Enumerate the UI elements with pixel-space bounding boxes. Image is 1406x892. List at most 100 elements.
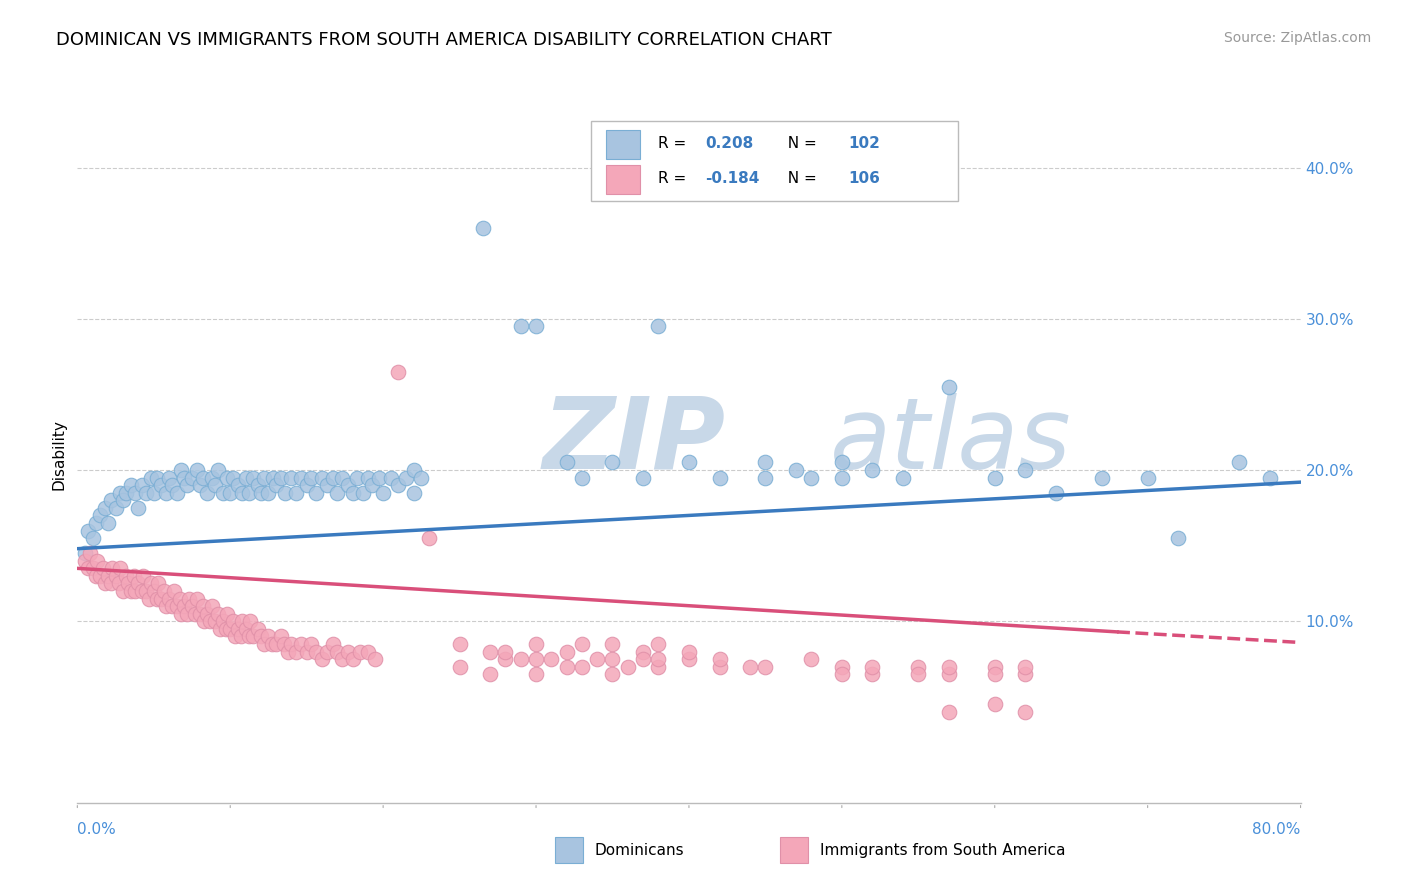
Point	[571, 659, 593, 673]
Point	[157, 591, 180, 606]
Text: 80.0%: 80.0%	[1253, 822, 1301, 838]
Point	[295, 644, 318, 658]
Point	[184, 607, 207, 621]
Point	[97, 516, 120, 530]
Point	[984, 667, 1007, 681]
Point	[104, 500, 127, 515]
Point	[479, 667, 502, 681]
Point	[1014, 659, 1036, 673]
Point	[586, 652, 609, 666]
Point	[222, 615, 245, 629]
Point	[238, 485, 260, 500]
Point	[104, 569, 127, 583]
Point	[84, 569, 107, 583]
Point	[97, 569, 120, 583]
Point	[224, 629, 246, 643]
Point	[449, 659, 471, 673]
Point	[186, 463, 208, 477]
Point	[82, 531, 104, 545]
Point	[631, 644, 654, 658]
Point	[800, 652, 823, 666]
Point	[150, 478, 173, 492]
Point	[127, 500, 149, 515]
Text: 0.208: 0.208	[704, 136, 754, 152]
Point	[270, 470, 292, 484]
Point	[112, 493, 135, 508]
Point	[524, 319, 547, 334]
Point	[231, 485, 253, 500]
Point	[170, 463, 193, 477]
Point	[555, 644, 578, 658]
Text: Immigrants from South America: Immigrants from South America	[820, 843, 1066, 857]
Point	[342, 485, 364, 500]
Bar	[555, 837, 583, 863]
Point	[253, 470, 276, 484]
Text: ZIP: ZIP	[543, 392, 725, 490]
Point	[100, 576, 122, 591]
Point	[89, 508, 111, 523]
Point	[984, 470, 1007, 484]
Point	[257, 629, 280, 643]
Point	[120, 478, 142, 492]
Point	[239, 615, 262, 629]
Point	[336, 478, 359, 492]
Text: N =: N =	[779, 171, 823, 186]
Point	[322, 470, 344, 484]
Point	[73, 554, 96, 568]
Point	[176, 607, 198, 621]
Point	[100, 493, 122, 508]
Point	[235, 470, 257, 484]
Point	[155, 485, 177, 500]
Point	[115, 569, 138, 583]
Point	[1091, 470, 1114, 484]
Point	[290, 470, 312, 484]
Point	[495, 652, 517, 666]
Point	[709, 659, 731, 673]
Point	[77, 561, 100, 575]
Point	[73, 546, 96, 560]
Point	[201, 470, 224, 484]
Point	[647, 659, 669, 673]
Point	[176, 478, 198, 492]
Point	[754, 455, 776, 469]
Point	[907, 659, 929, 673]
Text: R =: R =	[658, 171, 692, 186]
Point	[124, 584, 146, 599]
Text: N =: N =	[779, 136, 823, 152]
Text: Dominicans: Dominicans	[595, 843, 685, 857]
Point	[495, 644, 517, 658]
Point	[122, 569, 145, 583]
Point	[217, 470, 239, 484]
Point	[231, 615, 253, 629]
Point	[160, 478, 183, 492]
Point	[800, 470, 823, 484]
Point	[108, 561, 131, 575]
Point	[226, 478, 249, 492]
Point	[357, 470, 380, 484]
Point	[146, 470, 169, 484]
Point	[208, 622, 231, 636]
Point	[173, 599, 195, 614]
Point	[181, 470, 204, 484]
Point	[157, 470, 180, 484]
Point	[984, 698, 1007, 712]
Point	[193, 615, 215, 629]
Point	[285, 644, 308, 658]
Point	[602, 455, 624, 469]
Point	[82, 561, 104, 575]
Point	[238, 629, 260, 643]
Point	[449, 637, 471, 651]
Point	[418, 531, 440, 545]
Point	[274, 485, 297, 500]
Point	[211, 615, 233, 629]
Point	[280, 470, 302, 484]
Point	[862, 463, 884, 477]
Point	[1258, 470, 1281, 484]
Point	[411, 470, 433, 484]
Point	[785, 463, 807, 477]
Point	[402, 485, 425, 500]
Point	[571, 637, 593, 651]
Point	[211, 485, 233, 500]
Point	[148, 576, 170, 591]
Text: R =: R =	[658, 136, 692, 152]
